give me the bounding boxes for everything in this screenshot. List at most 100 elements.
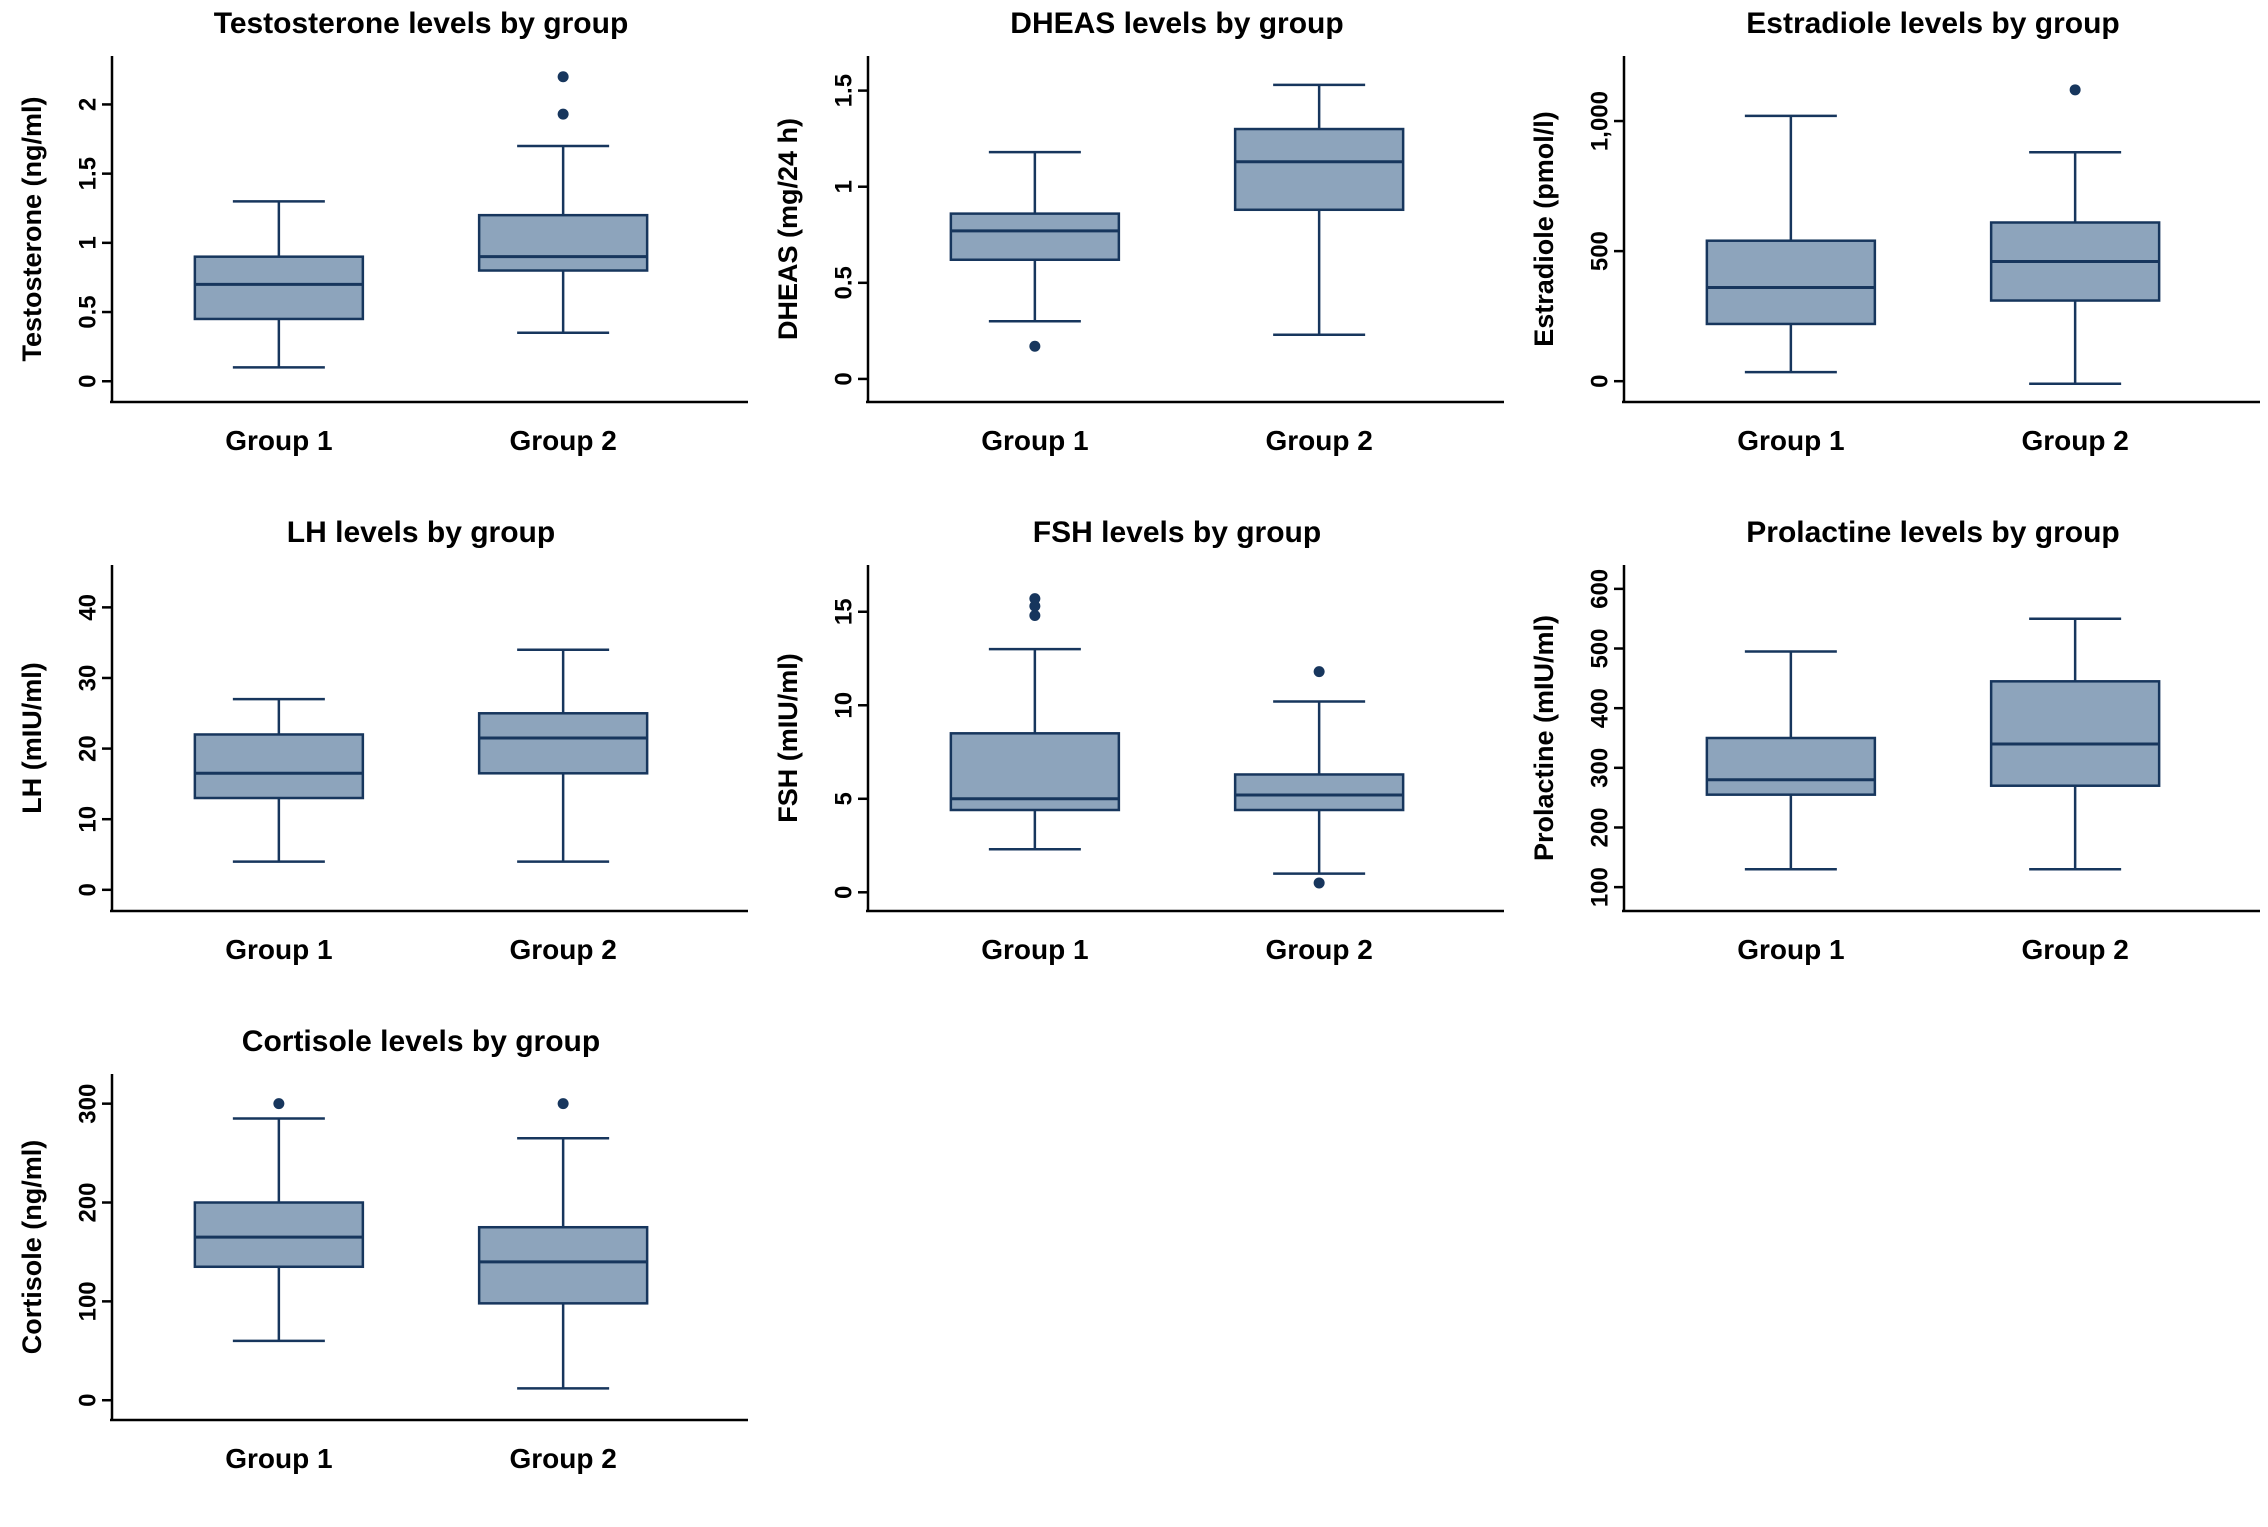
boxplot-svg-prolactine: 100 200 300 400 500 600 Prolactine (mIU/ml) Gro… <box>1529 565 2260 965</box>
y-tick-label: 0 <box>75 883 102 896</box>
chart-title-estradiole: Estradiole levels by group <box>1746 7 2120 40</box>
outlier-point <box>557 108 569 120</box>
iqr-box <box>1989 680 2161 787</box>
y-tick-label: 300 <box>1587 748 1614 788</box>
y-tick-label: 0.5 <box>75 295 102 328</box>
y-tick-label: 1.5 <box>831 74 858 107</box>
outlier-point <box>1029 340 1041 352</box>
boxplot-svg-cortisole: 0 100 200 300 Cortisole (ng/ml) Group 1 Group … <box>17 1074 748 1474</box>
y-axis-label: Testosterone (ng/ml) <box>17 96 47 361</box>
iqr-box <box>1705 736 1877 796</box>
y-tick-label: 1 <box>75 236 102 249</box>
y-axis-label: FSH (mIU/ml) <box>773 653 803 823</box>
y-tick-label: 100 <box>1587 867 1614 907</box>
y-tick-label: 500 <box>1587 231 1614 271</box>
chart-title-prolactine: Prolactine levels by group <box>1746 516 2120 549</box>
outlier-point <box>1029 593 1041 605</box>
y-tick-label: 0.5 <box>831 266 858 299</box>
iqr-box <box>1233 773 1405 812</box>
y-axis-label: Prolactine (mIU/ml) <box>1529 615 1559 861</box>
iqr-box <box>477 213 649 272</box>
chart-title-dheas: DHEAS levels by group <box>1010 7 1344 40</box>
iqr-box <box>193 1201 365 1269</box>
boxplot-svg-lh: 0 10 20 30 40 LH (mIU/ml) Group 1 Group 2 <box>17 565 748 965</box>
y-tick-label: 100 <box>75 1281 102 1321</box>
iqr-box <box>949 212 1121 262</box>
y-tick-label: 0 <box>75 1394 102 1407</box>
x-group-label: Group 2 <box>1265 425 1372 456</box>
chart-title-cortisole: Cortisole levels by group <box>241 1025 601 1058</box>
boxplot-svg-estradiole: 0 500 1,000 Estradiole (pmol/l) Group 1 Group… <box>1529 56 2260 456</box>
chart-panel-dheas: DHEAS levels by group 0 0.5 1 1.5 DHEAS (mg/… <box>756 0 1512 509</box>
boxplot-svg-fsh: 0 5 10 15 FSH (mIU/ml) Group 1 Group 2 <box>773 565 1504 965</box>
x-group-label: Group 2 <box>509 1443 616 1474</box>
empty-grid-cell <box>1512 1018 2268 1527</box>
iqr-box <box>477 1225 649 1305</box>
outlier-point <box>273 1098 285 1110</box>
y-tick-label: 200 <box>1587 807 1614 847</box>
chart-panel-testosterone: Testosterone levels by group 0 0.5 1 1.5 2 Te… <box>0 0 756 509</box>
y-axis-label: DHEAS (mg/24 h) <box>773 118 803 340</box>
boxplot-svg-dheas: 0 0.5 1 1.5 DHEAS (mg/24 h) Group 1 Group 2 <box>773 56 1504 456</box>
x-group-label: Group 2 <box>2021 934 2128 965</box>
y-tick-label: 0 <box>831 372 858 385</box>
y-tick-label: 10 <box>75 806 102 833</box>
x-group-label: Group 2 <box>2021 425 2128 456</box>
x-group-label: Group 2 <box>1265 934 1372 965</box>
y-axis-label: Cortisole (ng/ml) <box>17 1140 47 1355</box>
iqr-box <box>1705 239 1877 326</box>
y-tick-label: 2 <box>75 98 102 111</box>
x-group-label: Group 1 <box>225 1443 332 1474</box>
iqr-box <box>193 255 365 321</box>
x-group-label: Group 1 <box>1737 934 1844 965</box>
x-group-label: Group 1 <box>1737 425 1844 456</box>
y-tick-label: 40 <box>75 594 102 621</box>
y-tick-label: 10 <box>831 692 858 719</box>
outlier-point <box>557 1098 569 1110</box>
y-tick-label: 1,000 <box>1587 91 1614 151</box>
outlier-point <box>557 71 569 83</box>
boxplot-svg-testosterone: 0 0.5 1 1.5 2 Testosterone (ng/ml) Group 1 Grou… <box>17 56 748 456</box>
y-tick-label: 200 <box>75 1182 102 1222</box>
iqr-box <box>477 712 649 775</box>
chart-panel-prolactine: Prolactine levels by group 100 200 300 400 5… <box>1512 509 2268 1018</box>
x-group-label: Group 1 <box>225 425 332 456</box>
chart-title-fsh: FSH levels by group <box>1032 516 1322 549</box>
y-tick-label: 600 <box>1587 569 1614 609</box>
y-axis-label: LH (mIU/ml) <box>17 662 47 814</box>
y-tick-label: 30 <box>75 665 102 692</box>
x-group-label: Group 2 <box>509 425 616 456</box>
chart-panel-cortisole: Cortisole levels by group 0 100 200 300 Cort… <box>0 1018 756 1527</box>
outlier-point <box>2069 84 2081 96</box>
x-group-label: Group 2 <box>509 934 616 965</box>
chart-panel-fsh: FSH levels by group 0 5 10 15 FSH (mIU/ml) Gr… <box>756 509 1512 1018</box>
y-tick-label: 0 <box>75 375 102 388</box>
x-group-label: Group 1 <box>981 934 1088 965</box>
y-tick-label: 500 <box>1587 628 1614 668</box>
iqr-box <box>949 732 1121 812</box>
chart-panel-estradiole: Estradiole levels by group 0 500 1,000 Estr… <box>1512 0 2268 509</box>
iqr-box <box>193 733 365 800</box>
outlier-point <box>1313 877 1325 889</box>
y-tick-label: 400 <box>1587 688 1614 728</box>
y-tick-label: 15 <box>831 598 858 625</box>
outlier-point <box>1313 666 1325 678</box>
chart-panel-lh: LH levels by group 0 10 20 30 40 LH (mIU/ml) G… <box>0 509 756 1018</box>
chart-title-lh: LH levels by group <box>286 516 556 549</box>
y-tick-label: 20 <box>75 735 102 762</box>
y-tick-label: 1 <box>831 180 858 193</box>
y-tick-label: 0 <box>1587 375 1614 388</box>
outlier-point <box>1029 609 1041 621</box>
iqr-box <box>1233 127 1405 212</box>
y-tick-label: 1.5 <box>75 157 102 190</box>
chart-title-testosterone: Testosterone levels by group <box>213 7 629 40</box>
y-tick-label: 5 <box>831 792 858 805</box>
x-group-label: Group 1 <box>225 934 332 965</box>
y-tick-label: 0 <box>831 886 858 899</box>
y-axis-label: Estradiole (pmol/l) <box>1529 111 1559 347</box>
x-group-label: Group 1 <box>981 425 1088 456</box>
y-tick-label: 300 <box>75 1084 102 1124</box>
empty-grid-cell <box>756 1018 1512 1527</box>
